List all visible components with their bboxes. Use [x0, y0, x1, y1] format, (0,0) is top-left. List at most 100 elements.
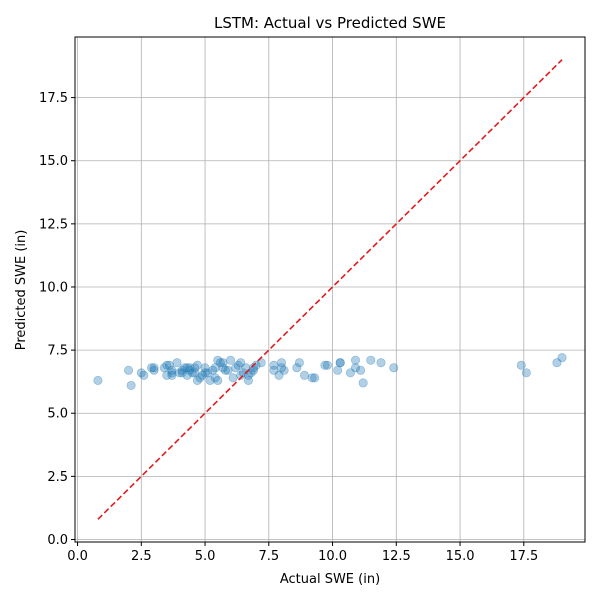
y-tick-label-7: 17.5 [39, 91, 68, 106]
scatter-point [205, 375, 215, 385]
scatter-point [307, 373, 317, 383]
scatter-point [236, 358, 246, 368]
scatter-point [159, 363, 169, 373]
scatter-point [149, 363, 159, 373]
scatter-point [177, 368, 187, 378]
scatter-point [180, 363, 190, 373]
chart-title: LSTM: Actual vs Predicted SWE [214, 14, 446, 32]
scatter-point [322, 360, 332, 370]
scatter-point [215, 358, 225, 368]
scatter-point [516, 360, 526, 370]
scatter-point [190, 363, 200, 373]
scatter-point [358, 378, 368, 388]
scatter-point [139, 370, 149, 380]
scatter-point [557, 353, 567, 363]
grid [75, 37, 585, 542]
scatter-point [366, 355, 376, 365]
y-axis-ticks: 0.0 2.5 5.0 7.5 10.0 12.5 15.0 17.5 [39, 91, 75, 548]
scatter-point [162, 370, 172, 380]
scatter-point [231, 363, 241, 373]
plot-frame [74, 36, 586, 543]
scatter-point [389, 363, 399, 373]
x-tick-label-5: 12.5 [382, 549, 411, 564]
scatter-point [187, 368, 197, 378]
scatter-point [277, 363, 287, 373]
y-tick-label-5: 12.5 [39, 217, 68, 232]
scatter-point [136, 368, 146, 378]
scatter-point [279, 365, 289, 375]
scatter-point [167, 365, 177, 375]
scatter-point [269, 365, 279, 375]
scatter-point [124, 365, 134, 375]
scatter-point [175, 368, 185, 378]
scatter-point [210, 373, 220, 383]
scatter-point [552, 358, 562, 368]
scatter-point [147, 363, 157, 373]
scatter-point [164, 360, 174, 370]
x-tick-label-1: 2.5 [131, 549, 152, 564]
x-axis-label: Actual SWE (in) [280, 572, 380, 587]
scatter-point [185, 363, 195, 373]
scatter-point [185, 365, 195, 375]
y-tick-label-3: 7.5 [47, 344, 68, 359]
scatter-point [238, 368, 248, 378]
y-tick-label-0: 0.0 [47, 533, 68, 548]
scatter-point [93, 375, 103, 385]
scatter-point [236, 370, 246, 380]
scatter-point [167, 368, 177, 378]
scatter-point [162, 360, 172, 370]
scatter-points [93, 353, 567, 390]
x-tick-label-6: 15.0 [446, 549, 475, 564]
scatter-point [223, 365, 233, 375]
scatter-point [177, 365, 187, 375]
scatter-point [226, 355, 236, 365]
y-tick-label-1: 2.5 [47, 470, 68, 485]
scatter-point [376, 358, 386, 368]
scatter-point [213, 355, 223, 365]
scatter-point [335, 358, 345, 368]
scatter-point [200, 363, 210, 373]
scatter-point [167, 370, 177, 380]
scatter-point [310, 373, 320, 383]
scatter-point [350, 355, 360, 365]
scatter-point [333, 365, 343, 375]
scatter-point [203, 368, 213, 378]
y-tick-label-4: 10.0 [39, 280, 68, 295]
scatter-point [200, 368, 210, 378]
x-axis-ticks: 0.0 2.5 5.0 7.5 10.0 12.5 15.0 17.5 [67, 542, 538, 564]
scatter-point [269, 360, 279, 370]
scatter-point [192, 375, 202, 385]
scatter-point [356, 365, 366, 375]
reference-line [97, 59, 563, 520]
scatter-point [218, 358, 228, 368]
scatter-point [218, 363, 228, 373]
scatter-point [243, 375, 253, 385]
y-tick-label-6: 15.0 [39, 154, 68, 169]
x-tick-label-4: 10.0 [318, 549, 347, 564]
scatter-point [172, 358, 182, 368]
scatter-point [320, 360, 330, 370]
scatter-point [149, 365, 159, 375]
scatter-point [251, 360, 261, 370]
scatter-point [292, 363, 302, 373]
y-axis-label: Predicted SWE (in) [14, 230, 29, 351]
y-tick-label-2: 5.0 [47, 407, 68, 422]
scatter-point [210, 363, 220, 373]
scatter-point [220, 365, 230, 375]
scatter-point [233, 360, 243, 370]
scatter-point [192, 360, 202, 370]
scatter-point [213, 375, 223, 385]
scatter-point [274, 370, 284, 380]
scatter-point [198, 370, 208, 380]
scatter-point [350, 363, 360, 373]
scatter-point [182, 370, 192, 380]
scatter-point [228, 373, 238, 383]
scatter-point [277, 358, 287, 368]
scatter-point [335, 358, 345, 368]
scatter-point [208, 365, 218, 375]
scatter-point [126, 380, 136, 390]
scatter-point [249, 363, 259, 373]
scatter-point [195, 373, 205, 383]
